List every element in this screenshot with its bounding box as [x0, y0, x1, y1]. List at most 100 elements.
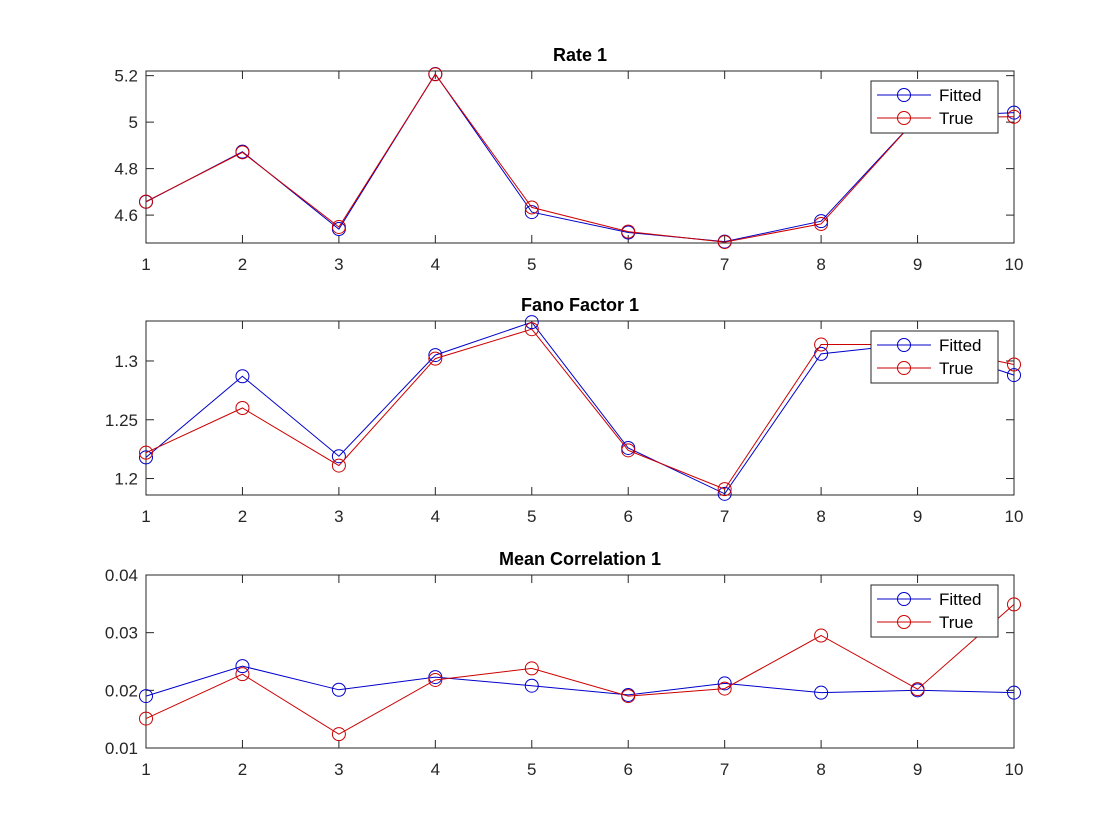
- plot-area: [145, 574, 1015, 749]
- panel-title: Rate 1: [553, 45, 607, 65]
- y-tick-label: 1.25: [105, 411, 138, 430]
- data-point-fitted: [717, 676, 732, 691]
- data-point-true: [139, 445, 153, 460]
- series-line-true: [145, 604, 1015, 735]
- data-point-fitted: [814, 685, 829, 700]
- legend-label-fitted: Fitted: [939, 336, 982, 355]
- data-point-fitted: [235, 659, 250, 674]
- data-point-fitted: [1007, 685, 1021, 700]
- data-point-true: [814, 216, 829, 231]
- data-point-true: [1007, 109, 1021, 124]
- data-point-true: [524, 322, 539, 337]
- data-point-true: [1007, 597, 1021, 612]
- panel-title: Fano Factor 1: [521, 295, 639, 315]
- y-tick-label: 4.8: [114, 160, 138, 179]
- data-point-true: [428, 67, 443, 82]
- x-tick-label: 1: [141, 760, 150, 779]
- series-line-fitted: [145, 73, 1015, 243]
- legend: Fitted True: [870, 80, 999, 134]
- legend-marker-true: [897, 615, 911, 629]
- legend: Fitted True: [870, 584, 999, 638]
- legend-label-true: True: [939, 109, 973, 128]
- data-point-true: [1007, 357, 1021, 372]
- x-tick-label: 6: [623, 255, 632, 274]
- y-tick-label: 1.2: [114, 470, 138, 489]
- data-point-fitted: [1007, 368, 1021, 383]
- data-point-fitted: [428, 670, 443, 685]
- x-tick-label: 3: [334, 255, 343, 274]
- legend: Fitted True: [870, 330, 999, 384]
- data-point-true: [331, 727, 346, 742]
- data-point-true: [717, 681, 732, 696]
- data-point-true: [621, 689, 636, 704]
- series-line-true: [145, 328, 1015, 490]
- y-tick-label: 5.2: [114, 67, 138, 86]
- x-tick-label: 6: [623, 760, 632, 779]
- data-point-true: [621, 443, 636, 458]
- x-tick-label: 7: [720, 760, 729, 779]
- legend-box: [870, 80, 999, 134]
- x-tick-label: 2: [238, 507, 247, 526]
- data-point-true: [235, 145, 250, 160]
- x-tick-label: 2: [238, 760, 247, 779]
- x-tick-label: 9: [913, 507, 922, 526]
- data-point-fitted: [331, 449, 346, 464]
- x-tick-label: 8: [816, 760, 825, 779]
- legend-marker-fitted: [897, 338, 911, 352]
- x-tick-label: 1: [141, 255, 150, 274]
- data-point-fitted: [814, 214, 829, 229]
- x-tick-label: 2: [238, 255, 247, 274]
- data-point-true: [428, 672, 443, 687]
- x-tick-label: 7: [720, 507, 729, 526]
- data-point-true: [235, 401, 250, 415]
- data-point-fitted: [717, 486, 732, 501]
- x-tick-label: 3: [334, 507, 343, 526]
- series-line-fitted: [145, 665, 1015, 697]
- data-point-fitted: [139, 450, 153, 465]
- x-tick-label: 4: [431, 507, 440, 526]
- legend-label-true: True: [939, 359, 973, 378]
- y-tick-label: 0.03: [105, 624, 138, 643]
- y-tick-label: 4.6: [114, 206, 138, 225]
- x-tick-label: 7: [720, 255, 729, 274]
- x-tick-label: 4: [431, 760, 440, 779]
- data-point-true: [524, 661, 539, 676]
- data-point-true: [717, 235, 732, 250]
- plot-area: [145, 320, 1015, 496]
- x-tick-label: 10: [1005, 760, 1024, 779]
- legend-marker-fitted: [897, 88, 911, 102]
- x-tick-label: 10: [1005, 507, 1024, 526]
- x-tick-label: 5: [527, 507, 536, 526]
- x-tick-label: 10: [1005, 255, 1024, 274]
- y-tick-label: 0.04: [105, 566, 138, 585]
- legend-box: [870, 330, 999, 384]
- panel-3: Mean Correlation 1 1 2 3 4 5 6 7 8 9 10 0.01 0.02 0.0…: [105, 549, 1024, 779]
- x-tick-label: 1: [141, 507, 150, 526]
- data-point-fitted: [1007, 105, 1021, 120]
- data-point-fitted: [428, 348, 443, 363]
- data-point-true: [139, 711, 153, 726]
- series-line-fitted: [145, 321, 1015, 495]
- legend-label-fitted: Fitted: [939, 590, 982, 609]
- data-point-fitted: [235, 369, 250, 384]
- data-point-true: [331, 458, 346, 473]
- data-point-fitted: [524, 678, 539, 693]
- x-tick-label: 5: [527, 255, 536, 274]
- data-point-true: [621, 224, 636, 239]
- legend-box: [870, 584, 999, 638]
- panel-1: Rate 1 1 2 3 4 5 6 7 8 9 10 4.6 4.8 5 5.2 Fitted True: [114, 45, 1023, 274]
- data-point-fitted: [524, 205, 539, 220]
- y-tick-label: 1.3: [114, 352, 138, 371]
- legend-marker-fitted: [897, 592, 911, 606]
- y-tick-label: 0.01: [105, 739, 138, 758]
- x-tick-label: 5: [527, 760, 536, 779]
- data-point-true: [910, 682, 925, 697]
- legend-label-true: True: [939, 613, 973, 632]
- data-point-true: [814, 628, 829, 643]
- data-point-fitted: [524, 315, 539, 330]
- series-line-true: [145, 73, 1015, 243]
- panel-2: Fano Factor 1 1 2 3 4 5 6 7 8 9 10 1.2 1.25 1.3 Fitted…: [105, 295, 1024, 526]
- x-tick-label: 9: [913, 760, 922, 779]
- x-tick-label: 6: [623, 507, 632, 526]
